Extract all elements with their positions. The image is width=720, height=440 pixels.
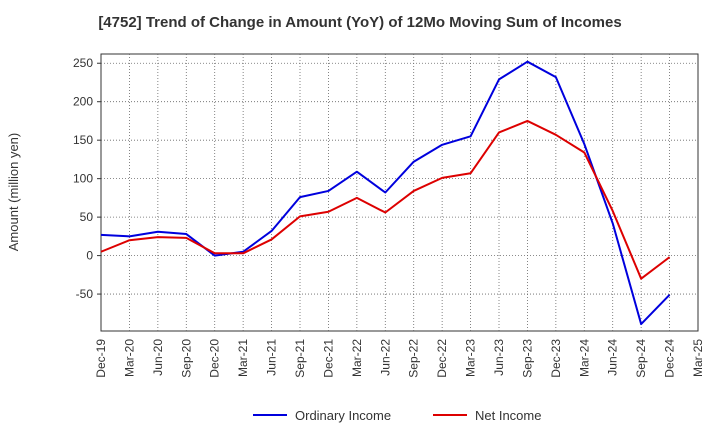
x-tick-label: Dec-21: [321, 339, 335, 378]
x-tick-label: Sep-23: [520, 339, 534, 378]
x-tick-label: Dec-20: [208, 339, 222, 378]
x-tick-label: Sep-21: [293, 339, 307, 378]
x-tick-label: Dec-23: [549, 339, 563, 378]
series-lines: [100, 60, 671, 326]
grid-lines: [101, 54, 698, 331]
x-tick-label: Mar-24: [577, 339, 591, 377]
x-tick-label: Mar-20: [122, 339, 136, 377]
legend-label: Ordinary Income: [295, 408, 391, 423]
x-tick-label: Dec-22: [435, 339, 449, 378]
x-tick-label: Mar-21: [236, 339, 250, 377]
x-tick-label: Jun-21: [265, 339, 279, 376]
x-tick-label: Sep-20: [179, 339, 193, 378]
x-tick-label: Mar-23: [464, 339, 478, 377]
x-tick-label: Jun-20: [151, 339, 165, 376]
y-tick-label: -50: [76, 287, 94, 301]
plot-background: [100, 53, 699, 332]
y-tick-label: 250: [73, 56, 93, 70]
x-tick-label: Jun-24: [606, 339, 620, 376]
y-axis-label: Amount (million yen): [6, 133, 21, 252]
y-tick-label: 200: [73, 95, 93, 109]
series-line-net-income: [100, 119, 671, 280]
x-tick-label: Jun-23: [492, 339, 506, 376]
y-tick-label: 100: [73, 172, 93, 186]
x-tick-label: Sep-22: [407, 339, 421, 378]
plot-area: [100, 53, 699, 332]
x-tick-label: Sep-24: [634, 339, 648, 378]
x-tick-label: Mar-22: [350, 339, 364, 377]
x-tick-label: Mar-25: [691, 339, 705, 377]
y-tick-label: 150: [73, 133, 93, 147]
y-axis: -50 0 50 100 150 200 250: [73, 56, 101, 301]
x-tick-label: Dec-19: [94, 339, 108, 378]
legend: Ordinary Income Net Income: [253, 408, 541, 423]
chart-title: [4752] Trend of Change in Amount (YoY) o…: [98, 14, 622, 31]
x-tick-label: Jun-22: [378, 339, 392, 376]
x-tick-label: Dec-24: [663, 339, 677, 378]
series-line-ordinary-income: [100, 60, 671, 326]
y-tick-label: 0: [86, 249, 93, 263]
legend-label: Net Income: [475, 408, 541, 423]
x-axis: Dec-19 Mar-20 Jun-20 Sep-20 Dec-20 Mar-21 Jun-…: [94, 339, 705, 378]
y-tick-label: 50: [80, 210, 94, 224]
